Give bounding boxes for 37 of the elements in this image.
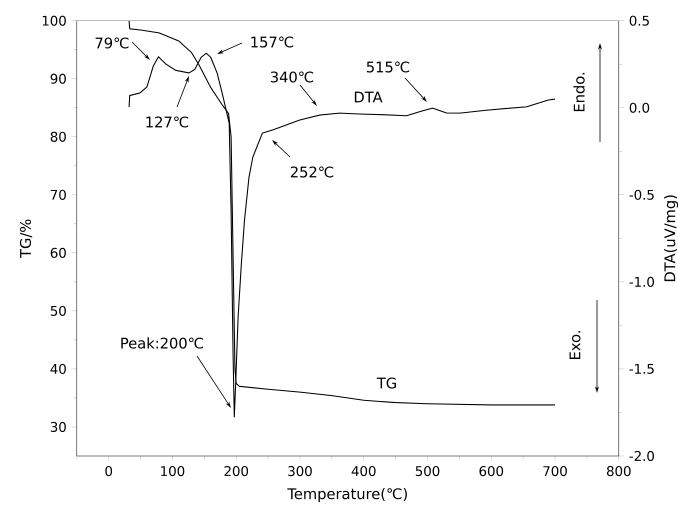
x-tick-label: 400	[352, 466, 376, 476]
y-tick-label: 100	[42, 16, 66, 26]
y-tick-label: 50	[50, 306, 66, 316]
y2-tick-label: -2.0	[629, 450, 654, 462]
y2-tick-label: -1.5	[629, 364, 654, 374]
x-tick-label: 600	[479, 466, 504, 476]
annotation: 127℃	[146, 116, 188, 128]
x-tick-label: 300	[288, 466, 312, 476]
y2-axis-title: DTA(uV/mg)	[664, 195, 678, 282]
y-tick-label: 90	[50, 74, 66, 84]
y-tick-label: 60	[50, 248, 66, 258]
y2-tick-label: 0.0	[630, 102, 650, 113]
y-tick-label: 30	[50, 422, 66, 432]
y-axis-title: TG/%	[20, 220, 32, 258]
y-tick-label: 70	[50, 190, 66, 200]
y2-tick-label: 0.5	[630, 16, 649, 26]
x-tick-label: 700	[543, 466, 567, 476]
annotation: Endo.	[573, 72, 585, 112]
x-tick-label: 200	[224, 466, 248, 476]
x-tick-label: 800	[606, 466, 631, 476]
y2-tick-label: -1.0	[629, 276, 654, 287]
legend-label: DTA	[354, 92, 382, 102]
x-tick-label: 0	[105, 466, 112, 476]
y-tick-label: 80	[50, 132, 66, 142]
y2-tick-label: -0.5	[629, 190, 654, 200]
x-tick-label: 100	[161, 466, 184, 476]
annotation: 252℃	[290, 166, 334, 178]
x-tick-label: 500	[416, 466, 440, 476]
y-tick-label: 40	[50, 364, 66, 374]
annotation: Peak:200℃	[121, 337, 204, 349]
annotation: 157℃	[251, 36, 294, 48]
x-axis-title: Temperature(℃)	[287, 488, 407, 502]
annotation: 515℃	[366, 61, 410, 73]
series-label: TG	[376, 377, 396, 389]
annotation: 79℃	[96, 37, 129, 49]
annotation: 340℃	[270, 71, 314, 83]
annotation: Exo.	[570, 331, 580, 359]
